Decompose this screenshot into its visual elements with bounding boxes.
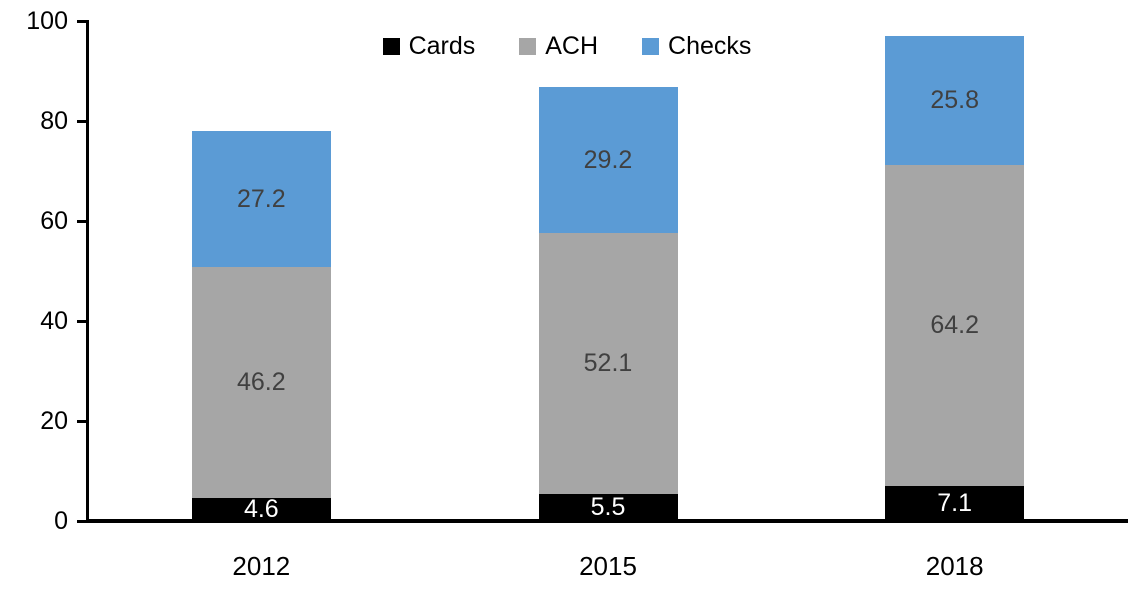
bar-stack-2018: 7.1 64.2 25.8 bbox=[885, 0, 1025, 521]
bar-value-label: 52.1 bbox=[583, 348, 633, 377]
y-axis-tick bbox=[77, 319, 88, 323]
legend-swatch-checks bbox=[642, 37, 660, 55]
legend-item-cards: Cards bbox=[382, 31, 476, 60]
y-axis-tick-label: 80 bbox=[40, 107, 68, 135]
y-axis-tick-label: 20 bbox=[40, 407, 68, 435]
bar-value-label: 29.2 bbox=[583, 145, 633, 174]
legend-swatch-ach bbox=[519, 37, 537, 55]
y-axis-tick-label: 100 bbox=[26, 7, 68, 35]
legend-label: Cards bbox=[408, 31, 476, 60]
x-axis-label: 2015 bbox=[579, 551, 637, 581]
bar-segment-cards-2015: 5.5 bbox=[538, 492, 678, 521]
bar-segment-checks-2018: 25.8 bbox=[885, 35, 1025, 165]
bar-segment-ach-2012: 46.2 bbox=[191, 267, 331, 498]
y-axis-tick bbox=[77, 19, 88, 23]
legend-swatch-cards bbox=[382, 37, 400, 55]
legend-label: ACH bbox=[545, 31, 599, 60]
x-axis-label: 2018 bbox=[925, 551, 984, 581]
y-axis-tick-label: 60 bbox=[40, 207, 68, 235]
bar-segment-checks-2015: 29.2 bbox=[538, 87, 678, 233]
bar-stack-2015: 5.5 52.1 29.2 bbox=[538, 0, 678, 521]
bar-value-label: 25.8 bbox=[930, 85, 979, 114]
y-axis-tick bbox=[77, 219, 88, 223]
bar-segment-checks-2012: 27.2 bbox=[191, 131, 331, 267]
bar-segment-ach-2018: 64.2 bbox=[885, 164, 1025, 486]
bar-value-label: 5.5 bbox=[590, 492, 626, 521]
bar-value-label: 46.2 bbox=[236, 368, 286, 396]
legend-label: Checks bbox=[668, 31, 752, 60]
chart-legend: Cards ACH Checks bbox=[0, 28, 1134, 64]
bar-value-label: 4.6 bbox=[243, 495, 279, 523]
y-axis-tick bbox=[77, 519, 88, 523]
y-axis-tick-label: 0 bbox=[54, 507, 68, 535]
bar-value-label: 27.2 bbox=[236, 184, 286, 213]
y-axis-line bbox=[86, 20, 89, 523]
y-axis-tick-label: 40 bbox=[40, 307, 68, 335]
y-axis-tick bbox=[77, 119, 88, 123]
y-axis-tick bbox=[77, 419, 88, 423]
bar-segment-ach-2015: 52.1 bbox=[538, 233, 678, 494]
bar-stack-2012: 4.6 46.2 27.2 bbox=[191, 0, 331, 523]
bar-segment-cards-2018: 7.1 bbox=[885, 485, 1025, 521]
legend-item-ach: ACH bbox=[519, 31, 599, 60]
bar-value-label: 64.2 bbox=[930, 310, 979, 339]
bar-value-label: 7.1 bbox=[937, 488, 973, 517]
x-axis-label: 2012 bbox=[232, 551, 291, 581]
legend-item-checks: Checks bbox=[642, 31, 752, 60]
bar-segment-cards-2012: 4.6 bbox=[191, 495, 331, 523]
x-axis-line bbox=[86, 519, 1128, 523]
